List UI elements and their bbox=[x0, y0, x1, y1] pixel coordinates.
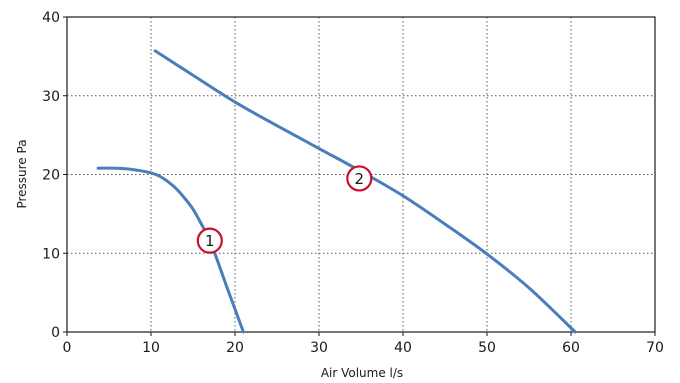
y-tick-label-0: 0 bbox=[51, 325, 60, 341]
x-tick-label-5: 50 bbox=[478, 340, 496, 356]
y-tick-label-4: 40 bbox=[42, 10, 60, 26]
x-tick-label-3: 30 bbox=[310, 340, 328, 356]
y-tick-label-2: 20 bbox=[42, 168, 60, 184]
x-tick-label-4: 40 bbox=[394, 340, 412, 356]
y-axis-label: Pressure Pa bbox=[15, 139, 29, 208]
curve-marker-circle-2 bbox=[346, 165, 373, 192]
curve-marker-label-2: 2 bbox=[355, 170, 365, 188]
curve-marker-label-1: 1 bbox=[205, 232, 215, 250]
tick-labels: 0 10 20 30 40 50 60 70 0 10 20 30 40 bbox=[42, 10, 664, 356]
series-line-2 bbox=[153, 49, 577, 334]
x-tick-label-1: 10 bbox=[142, 340, 160, 356]
curve-marker-circle-1 bbox=[196, 227, 223, 254]
grid bbox=[67, 17, 655, 332]
y-tick-label-1: 10 bbox=[42, 246, 60, 262]
y-tick-label-3: 30 bbox=[42, 89, 60, 105]
series-line-1 bbox=[96, 166, 245, 334]
x-tick-label-0: 0 bbox=[63, 340, 72, 356]
x-tick-label-7: 70 bbox=[646, 340, 664, 356]
x-axis-label: Air Volume l/s bbox=[321, 366, 403, 380]
x-tick-label-2: 20 bbox=[226, 340, 244, 356]
axes bbox=[63, 16, 656, 336]
x-tick-label-6: 60 bbox=[562, 340, 580, 356]
annotations: 12 bbox=[196, 165, 373, 254]
series bbox=[96, 49, 577, 334]
